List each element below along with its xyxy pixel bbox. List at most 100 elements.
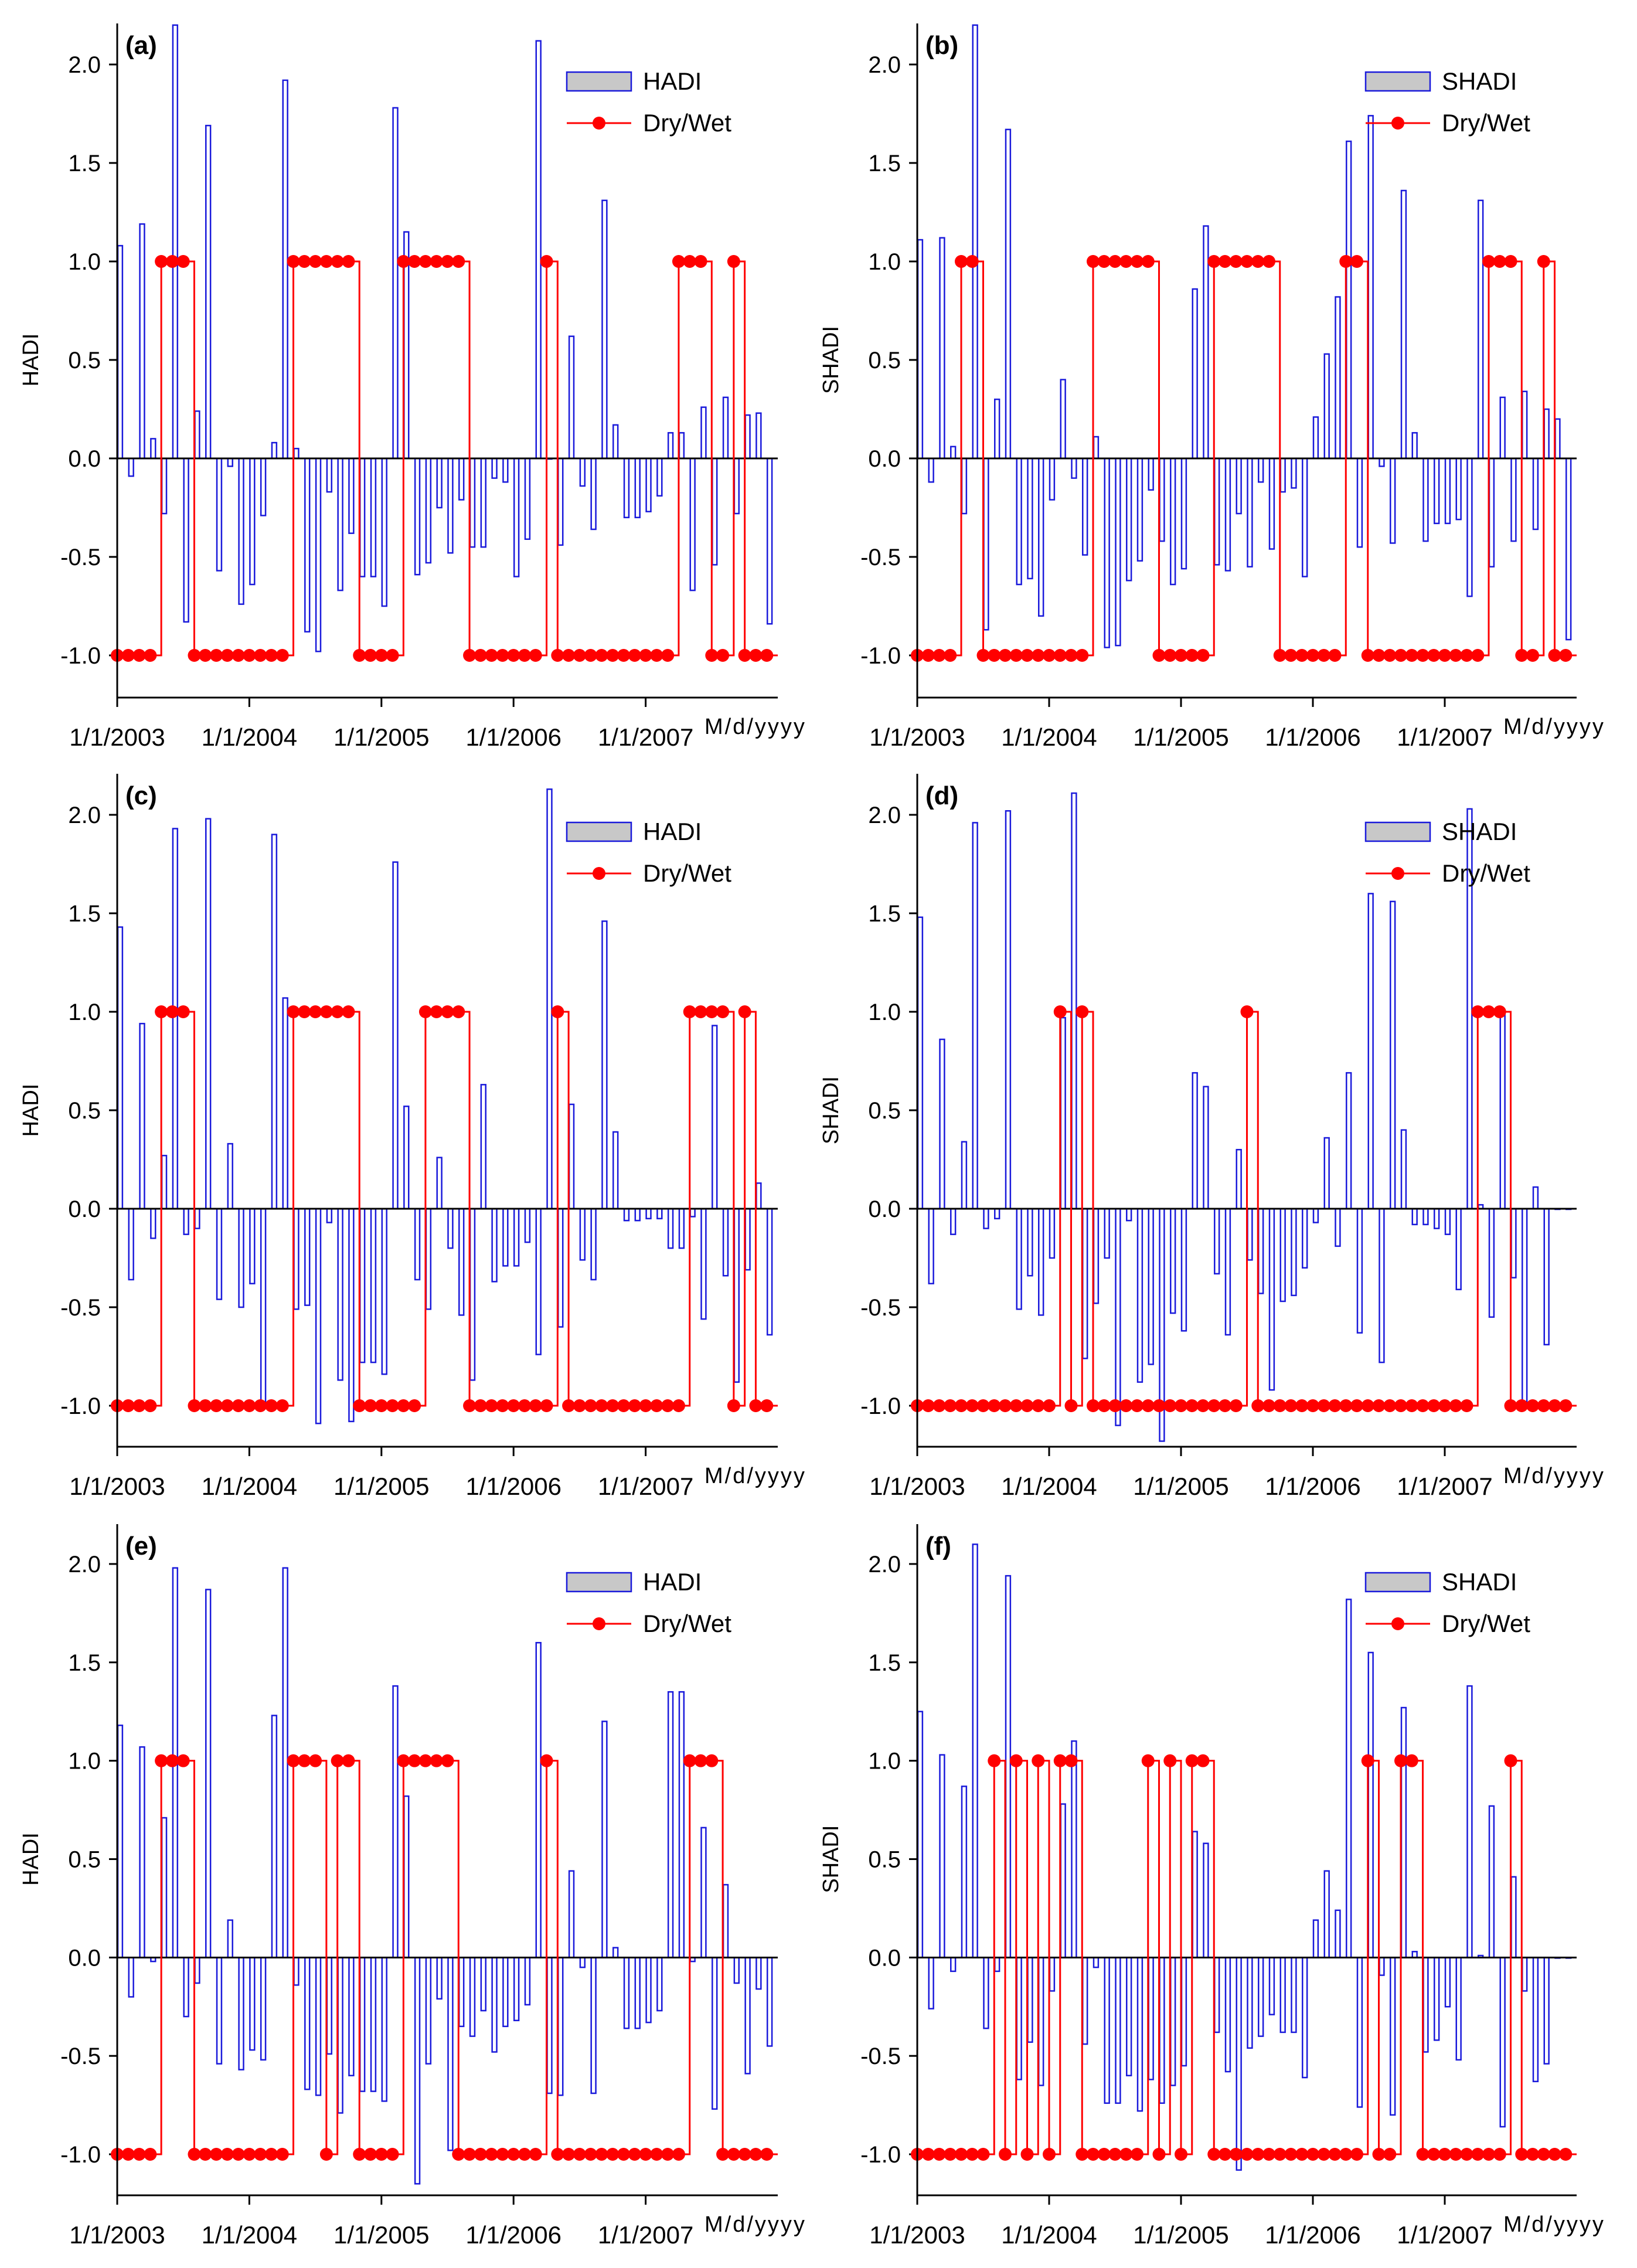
bar: [1214, 1208, 1220, 1275]
y-tick-label: -0.5: [860, 1295, 901, 1321]
drywet-marker: [760, 1399, 774, 1412]
drywet-marker: [1009, 1754, 1023, 1767]
bar: [1279, 1208, 1286, 1303]
bar: [1005, 810, 1012, 1210]
drywet-marker: [1240, 1005, 1254, 1018]
drywet-marker: [932, 649, 946, 662]
bar: [1236, 1957, 1242, 2171]
drywet-marker: [1416, 1399, 1430, 1412]
bar: [205, 124, 212, 460]
drywet-marker: [1119, 255, 1133, 268]
bar: [1390, 457, 1396, 544]
bar: [1279, 457, 1286, 493]
drywet-marker: [1064, 1399, 1078, 1412]
drywet-marker: [176, 1005, 190, 1018]
legend-bar-swatch: [566, 1572, 632, 1593]
bar: [1258, 457, 1264, 483]
bar: [425, 1208, 432, 1310]
drywet-marker: [999, 649, 1012, 662]
bar: [535, 1642, 542, 1958]
drywet-marker: [1141, 255, 1155, 268]
bar: [1466, 1685, 1473, 1958]
drywet-marker: [639, 2148, 652, 2161]
bar: [491, 1957, 498, 2053]
bar: [535, 1208, 542, 1355]
drywet-marker: [1328, 649, 1342, 662]
bar: [1268, 457, 1275, 550]
drywet-marker: [694, 1005, 707, 1018]
drywet-marker: [617, 649, 631, 662]
bar: [1060, 1016, 1066, 1210]
bar: [1258, 1208, 1264, 1294]
bar: [161, 457, 168, 515]
drywet-marker: [716, 1005, 730, 1018]
drywet-marker: [921, 649, 935, 662]
bar: [216, 457, 223, 572]
drywet-marker: [232, 2148, 245, 2161]
drywet-marker: [1273, 1399, 1287, 1412]
bar: [1522, 1957, 1528, 1992]
bar: [1400, 1129, 1407, 1210]
bar: [315, 1208, 322, 1424]
drywet-marker: [430, 1754, 443, 1767]
drywet-marker: [507, 1399, 520, 1412]
bar: [326, 1957, 333, 2055]
drywet-marker: [760, 2148, 774, 2161]
bar: [1071, 1740, 1077, 1958]
drywet-marker: [749, 1399, 763, 1412]
drywet-marker: [683, 255, 696, 268]
bar: [249, 1957, 256, 2051]
bar: [1247, 1957, 1253, 2049]
bar: [1115, 457, 1121, 647]
y-tick-label: 1.0: [868, 249, 901, 275]
drywet-marker: [1427, 2148, 1441, 2161]
bar: [1312, 1208, 1319, 1223]
bar: [1434, 1957, 1440, 2041]
bar: [612, 1131, 619, 1210]
drywet-marker: [1493, 2148, 1506, 2161]
drywet-marker: [518, 649, 531, 662]
drywet-marker: [1262, 2148, 1275, 2161]
drywet-marker: [584, 2148, 597, 2161]
bar: [117, 244, 124, 460]
bar: [689, 1208, 696, 1218]
legend-bar-label: HADI: [643, 818, 702, 845]
bar: [601, 199, 608, 460]
drywet-marker: [1087, 1399, 1100, 1412]
drywet-marker: [1141, 1754, 1155, 1767]
bar: [1335, 1909, 1341, 1958]
x-tick-label: 1/1/2003: [69, 2221, 165, 2249]
drywet-marker: [155, 1005, 168, 1018]
bar: [1082, 1957, 1088, 2045]
drywet-marker: [199, 2148, 212, 2161]
y-tick-label: 0.5: [868, 1847, 901, 1873]
bar: [381, 1208, 387, 1375]
bar: [1180, 1957, 1187, 2067]
drywet-marker: [1251, 2148, 1265, 2161]
bar: [139, 1022, 145, 1210]
drywet-marker: [1537, 255, 1550, 268]
drywet-marker: [1020, 2148, 1034, 2161]
bar: [260, 1208, 267, 1405]
bar: [414, 1957, 421, 2185]
drywet-marker: [1207, 1399, 1221, 1412]
bar: [1390, 900, 1396, 1210]
bar: [744, 1208, 751, 1271]
bar: [304, 457, 311, 633]
drywet-marker: [1152, 2148, 1166, 2161]
drywet-marker: [573, 2148, 586, 2161]
drywet-marker: [463, 649, 477, 662]
drywet-marker: [176, 1754, 190, 1767]
drywet-marker: [1119, 1399, 1133, 1412]
bar: [917, 916, 924, 1210]
bar: [1356, 1208, 1363, 1334]
drywet-marker: [1493, 255, 1506, 268]
bar: [579, 457, 586, 487]
drywet-marker: [1076, 1005, 1089, 1018]
bar: [480, 1084, 486, 1210]
drywet-marker: [298, 255, 311, 268]
bar: [271, 441, 278, 460]
panel-label: (c): [125, 781, 157, 810]
drywet-marker: [1317, 2148, 1330, 2161]
bar: [994, 398, 1000, 460]
